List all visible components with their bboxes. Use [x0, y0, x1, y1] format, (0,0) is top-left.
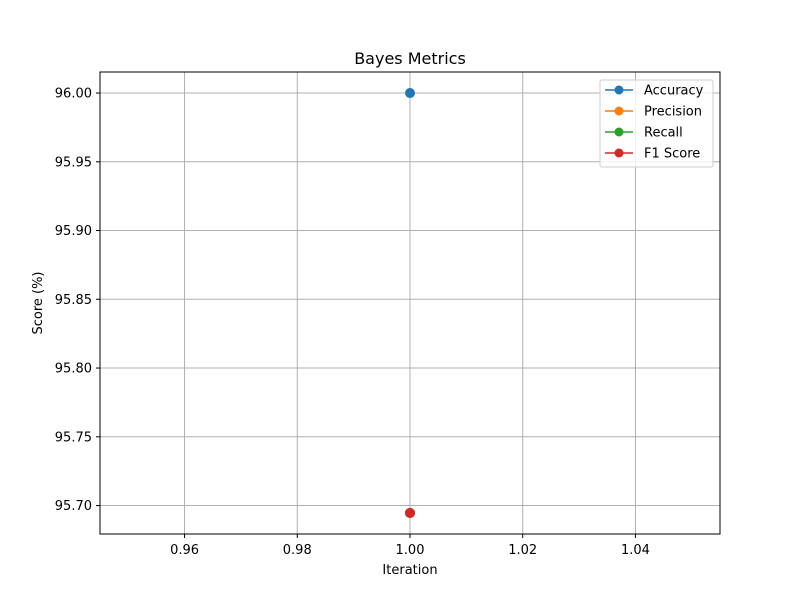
x-tick-label: 1.04 — [621, 543, 650, 558]
data-point-accuracy — [405, 88, 415, 99]
x-tick-label: 0.96 — [170, 543, 199, 558]
legend: Accuracy Precision Recall F1 Score — [599, 79, 714, 168]
y-tick-label: 95.90 — [55, 224, 92, 239]
y-tick-label: 95.95 — [55, 155, 92, 170]
chart-title: Bayes Metrics — [354, 49, 466, 68]
legend-label-accuracy: Accuracy — [644, 84, 704, 99]
plot-series — [405, 88, 415, 518]
x-tick-label: 1.00 — [396, 543, 425, 558]
legend-items: Accuracy Precision Recall F1 Score — [605, 84, 704, 162]
plot-area-frame — [99, 71, 721, 535]
x-tick-label: 1.02 — [508, 543, 537, 558]
legend-label-recall: Recall — [644, 126, 683, 141]
y-tick-label: 95.80 — [55, 362, 92, 377]
legend-frame — [599, 79, 714, 168]
y-tick-label: 95.70 — [55, 499, 92, 514]
y-tick-label: 95.75 — [55, 430, 92, 445]
legend-marker-f1-score — [614, 148, 624, 158]
y-axis-ticks: 95.70 95.75 95.80 95.85 95.90 95.95 96.00 — [55, 87, 100, 514]
x-axis-label: Iteration — [382, 563, 437, 578]
y-tick-label: 96.00 — [55, 87, 92, 102]
legend-marker-precision — [614, 106, 624, 116]
legend-label-precision: Precision — [644, 105, 702, 120]
data-point-f1-score — [405, 507, 415, 518]
legend-marker-recall — [614, 127, 624, 137]
x-tick-label: 0.98 — [283, 543, 312, 558]
legend-marker-accuracy — [614, 85, 624, 95]
y-tick-label: 95.85 — [55, 293, 92, 308]
legend-label-f1-score: F1 Score — [644, 147, 700, 162]
y-axis-label: Score (%) — [31, 271, 46, 334]
x-axis-ticks: 0.96 0.98 1.00 1.02 1.04 — [170, 534, 650, 558]
